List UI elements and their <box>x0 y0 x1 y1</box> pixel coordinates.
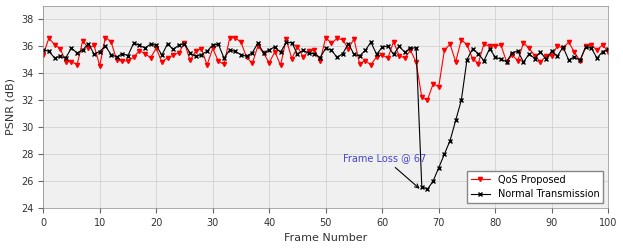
QoS Proposed <box>384 57 392 60</box>
Normal Transmission <box>181 42 188 45</box>
Legend: QoS Proposed, Normal Transmission: QoS Proposed, Normal Transmission <box>467 171 604 203</box>
Normal Transmission <box>79 49 87 52</box>
Text: Frame Loss @ 67: Frame Loss @ 67 <box>343 153 426 188</box>
X-axis label: Frame Number: Frame Number <box>284 234 368 244</box>
Normal Transmission <box>367 41 374 44</box>
Normal Transmission <box>604 48 612 51</box>
Line: QoS Proposed: QoS Proposed <box>41 35 611 102</box>
Y-axis label: PSNR (dB): PSNR (dB) <box>6 78 16 135</box>
QoS Proposed <box>446 43 454 46</box>
QoS Proposed <box>186 59 194 62</box>
Normal Transmission <box>39 48 47 51</box>
Normal Transmission <box>446 139 454 142</box>
QoS Proposed <box>424 99 431 102</box>
Line: Normal Transmission: Normal Transmission <box>41 40 611 191</box>
Normal Transmission <box>475 52 482 55</box>
QoS Proposed <box>475 62 482 65</box>
QoS Proposed <box>102 36 109 39</box>
QoS Proposed <box>39 54 47 57</box>
Normal Transmission <box>300 49 307 52</box>
QoS Proposed <box>604 50 612 53</box>
QoS Proposed <box>79 39 87 42</box>
Normal Transmission <box>424 188 431 191</box>
Normal Transmission <box>384 44 392 47</box>
QoS Proposed <box>305 49 313 52</box>
